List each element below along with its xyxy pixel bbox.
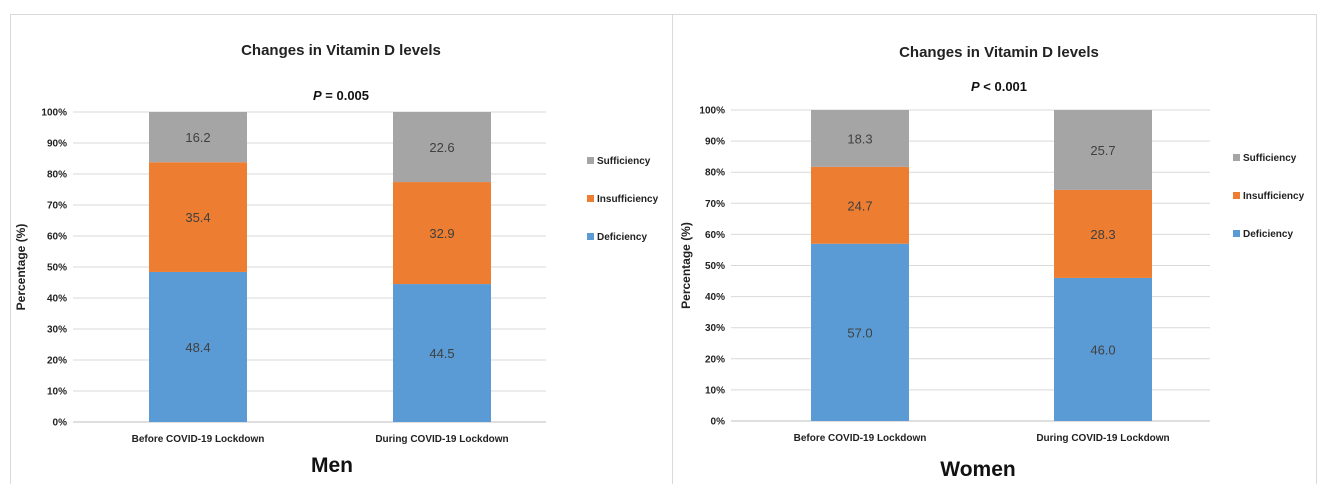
y-tick-label: 90% [705, 137, 725, 148]
bar-segment-insufficiency [149, 162, 247, 272]
chart-panel-men: Changes in Vitamin D levels P = 0.005 0% 10… [10, 14, 673, 484]
x-tick-label: Before COVID-19 Lockdown [132, 434, 265, 445]
y-tick-label: 80% [47, 170, 67, 181]
bar-segment-deficiency [149, 271, 247, 422]
bar-segment-deficiency [1054, 277, 1152, 421]
y-tick-label: 90% [47, 139, 67, 150]
legend-label: Sufficiency [597, 156, 651, 167]
y-tick-label: 80% [705, 168, 725, 179]
y-tick-label: 10% [705, 385, 725, 396]
legend-swatch [1233, 192, 1240, 199]
data-label: 57.0 [847, 325, 872, 340]
legend-swatch [1233, 154, 1240, 161]
bar-segment-insufficiency [811, 166, 909, 244]
y-tick-label: 0% [53, 418, 68, 429]
bar-segment-deficiency [393, 284, 491, 422]
y-axis-label: Percentage (%) [679, 222, 693, 309]
legend-swatch [587, 233, 594, 240]
y-tick-label: 30% [47, 325, 67, 336]
y-tick-label: 70% [47, 201, 67, 212]
p-value-symbol: P [971, 79, 980, 94]
y-tick-label: 60% [705, 230, 725, 241]
legend-label: Deficiency [597, 232, 647, 243]
data-label: 46.0 [1090, 342, 1115, 357]
p-value-annotation: P = 0.005 [313, 88, 369, 103]
chart-title: Changes in Vitamin D levels [241, 42, 441, 59]
legend-label: Insufficiency [1243, 191, 1305, 202]
p-value-annotation: P < 0.001 [971, 79, 1027, 94]
group-label: Women [940, 458, 1015, 481]
bar-segment-insufficiency [1054, 189, 1152, 278]
bar-segment-sufficiency [1054, 110, 1152, 190]
bar-segment-insufficiency [393, 182, 491, 285]
bar-segment-deficiency [811, 243, 909, 421]
y-tick-label: 0% [711, 417, 726, 428]
y-tick-label: 50% [47, 263, 67, 274]
data-label: 18.3 [847, 131, 872, 146]
data-label: 35.4 [185, 210, 210, 225]
bar-segment-sufficiency [393, 112, 491, 183]
x-tick-label: During COVID-19 Lockdown [1036, 433, 1169, 444]
data-label: 28.3 [1090, 227, 1115, 242]
y-tick-label: 100% [699, 106, 725, 117]
bar-segment-sufficiency [149, 112, 247, 163]
legend-label: Deficiency [1243, 229, 1293, 240]
legend-label: Sufficiency [1243, 153, 1297, 164]
y-tick-label: 100% [41, 108, 67, 119]
data-label: 32.9 [429, 226, 454, 241]
data-label: 44.5 [429, 346, 454, 361]
y-tick-label: 50% [705, 261, 725, 272]
y-tick-label: 10% [47, 387, 67, 398]
chart-svg-women: Changes in Vitamin D levels P < 0.001 0% 10… [679, 44, 1305, 481]
y-tick-label: 60% [47, 232, 67, 243]
legend-swatch [1233, 230, 1240, 237]
bar-segment-sufficiency [811, 110, 909, 167]
p-value-text: = 0.005 [322, 88, 369, 103]
y-tick-label: 40% [47, 294, 67, 305]
chart-svg-men: Changes in Vitamin D levels P = 0.005 0% 10… [14, 42, 659, 477]
x-tick-label: During COVID-19 Lockdown [375, 434, 508, 445]
y-tick-label: 20% [705, 354, 725, 365]
y-tick-label: 40% [705, 292, 725, 303]
x-tick-label: Before COVID-19 Lockdown [794, 433, 927, 444]
data-label: 22.6 [429, 140, 454, 155]
y-tick-label: 20% [47, 356, 67, 367]
data-label: 24.7 [847, 198, 872, 213]
legend-label: Insufficiency [597, 194, 659, 205]
p-value-text: < 0.001 [980, 79, 1027, 94]
chart-title: Changes in Vitamin D levels [899, 44, 1099, 61]
group-label: Men [311, 454, 353, 477]
p-value-symbol: P [313, 88, 322, 103]
data-label: 25.7 [1090, 143, 1115, 158]
legend-swatch [587, 195, 594, 202]
y-tick-label: 30% [705, 323, 725, 334]
data-label: 48.4 [185, 340, 210, 355]
chart-panel-women: Changes in Vitamin D levels P < 0.001 0% 10… [672, 14, 1317, 484]
y-tick-label: 70% [705, 199, 725, 210]
data-label: 16.2 [185, 130, 210, 145]
y-axis-label: Percentage (%) [14, 224, 28, 311]
legend-swatch [587, 157, 594, 164]
